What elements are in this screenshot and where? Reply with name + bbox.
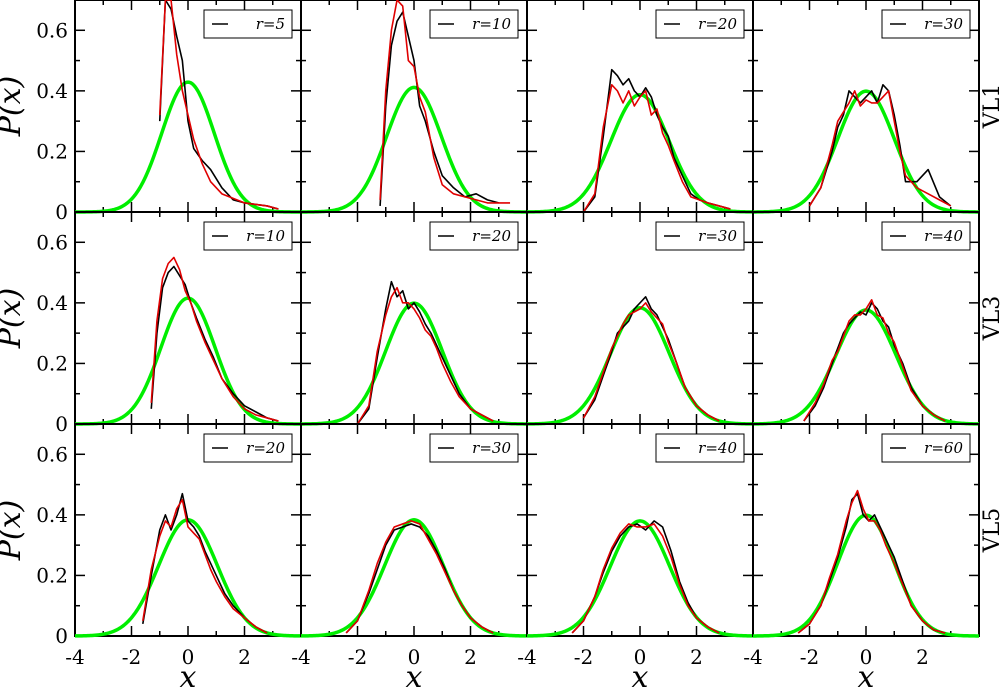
- row-label: VL5: [980, 508, 1005, 554]
- red-series-line: [582, 302, 720, 422]
- x-tick-label: 2: [690, 645, 703, 669]
- x-tick-label: 2: [464, 645, 477, 669]
- x-axis-title: x: [406, 660, 423, 688]
- x-tick-label: 2: [238, 645, 251, 669]
- panel-r2c1: r=30: [300, 423, 528, 638]
- gaussian-curve: [752, 513, 980, 638]
- panel-r0c3: r=30: [752, 0, 980, 214]
- x-tick-label: 2: [916, 645, 929, 669]
- row-label: VL1: [980, 84, 1005, 130]
- x-tick-label: 0: [634, 645, 647, 669]
- black-series-line: [582, 68, 731, 213]
- y-axis-title: P(x): [0, 76, 28, 138]
- panel-r0c2: r=20: [526, 0, 754, 214]
- y-axis-title: P(x): [0, 288, 28, 350]
- y-axis-title: P(x): [0, 500, 28, 562]
- legend-label: r=10: [472, 15, 511, 33]
- y-tick-label: 0: [55, 624, 68, 648]
- gaussian-curve: [526, 306, 754, 426]
- x-tick-label: 0: [860, 645, 873, 669]
- x-axis-title: x: [632, 660, 649, 688]
- black-series-line: [797, 492, 946, 634]
- gaussian-curve: [300, 301, 528, 426]
- x-axis-title: x: [858, 660, 875, 688]
- legend-label: r=20: [472, 227, 511, 245]
- gaussian-curve: [526, 519, 754, 638]
- red-series-line: [150, 256, 279, 422]
- x-axis-title: x: [180, 660, 197, 688]
- legend-box: [429, 9, 519, 39]
- red-series-line: [582, 84, 731, 213]
- gaussian-curve: [300, 518, 528, 638]
- panel-r0c0: r=5: [74, 0, 302, 214]
- x-tick-label: 0: [182, 645, 195, 669]
- red-series-line: [797, 489, 946, 634]
- red-series-line: [808, 90, 952, 207]
- black-series-line: [808, 84, 952, 207]
- x-tick-label: -4: [291, 645, 310, 669]
- x-tick-label: -2: [800, 645, 819, 669]
- gaussian-curve: [752, 308, 980, 426]
- black-series-line: [356, 280, 494, 425]
- gaussian-curve: [74, 80, 302, 214]
- panel-r1c3: r=40: [752, 211, 980, 426]
- y-tick-label: 0.2: [36, 351, 68, 375]
- legend-label: r=40: [924, 227, 963, 245]
- legend-label: r=20: [698, 15, 737, 33]
- gaussian-curve: [74, 518, 302, 638]
- panel-r2c0: r=20: [74, 423, 302, 638]
- red-series-line: [379, 0, 511, 204]
- panel-r1c0: r=10: [74, 211, 302, 426]
- black-series-line: [150, 265, 279, 422]
- legend-label: r=30: [472, 439, 511, 457]
- legend-label: r=5: [256, 15, 285, 33]
- panel-r2c2: r=40: [526, 423, 754, 638]
- x-tick-label: -2: [122, 645, 141, 669]
- y-tick-label: 0: [55, 412, 68, 436]
- legend-label: r=40: [698, 439, 737, 457]
- y-tick-label: 0.2: [36, 563, 68, 587]
- y-tick-label: 0.6: [36, 442, 68, 466]
- legend-box: [429, 221, 519, 251]
- y-tick-label: 0.4: [36, 291, 68, 315]
- y-tick-label: 0.2: [36, 139, 68, 163]
- red-series-line: [345, 520, 494, 634]
- panel-r2c3: r=60: [752, 423, 980, 638]
- y-tick-label: 0: [55, 200, 68, 224]
- red-series-line: [356, 286, 494, 425]
- gaussian-curve: [301, 85, 527, 214]
- black-series-line: [142, 492, 268, 634]
- x-tick-label: -4: [65, 645, 84, 669]
- y-tick-label: 0.6: [36, 230, 68, 254]
- black-series-line: [379, 11, 499, 206]
- panel-r1c2: r=30: [526, 211, 754, 426]
- gaussian-curve: [526, 92, 754, 214]
- red-series-line: [571, 523, 720, 634]
- gaussian-curve: [74, 296, 302, 426]
- row-label: VL3: [980, 296, 1005, 342]
- panel-r1c1: r=20: [300, 211, 528, 426]
- x-tick-label: -2: [574, 645, 593, 669]
- x-tick-label: -4: [517, 645, 536, 669]
- legend-label: r=20: [246, 439, 285, 457]
- x-tick-label: 0: [408, 645, 421, 669]
- legend-label: r=30: [924, 15, 963, 33]
- legend-label: r=10: [246, 227, 285, 245]
- gaussian-curve: [752, 89, 980, 214]
- y-tick-label: 0.4: [36, 503, 68, 527]
- panel-r0c1: r=10: [300, 0, 528, 214]
- x-tick-label: -4: [743, 645, 762, 669]
- legend-label: r=60: [924, 439, 963, 457]
- red-series-line: [158, 0, 279, 210]
- y-tick-label: 0.6: [36, 18, 68, 42]
- black-series-line: [803, 302, 946, 422]
- y-tick-label: 0.4: [36, 79, 68, 103]
- legend-label: r=30: [698, 227, 737, 245]
- x-tick-label: -2: [348, 645, 367, 669]
- red-series-line: [803, 299, 946, 422]
- red-series-line: [142, 498, 268, 634]
